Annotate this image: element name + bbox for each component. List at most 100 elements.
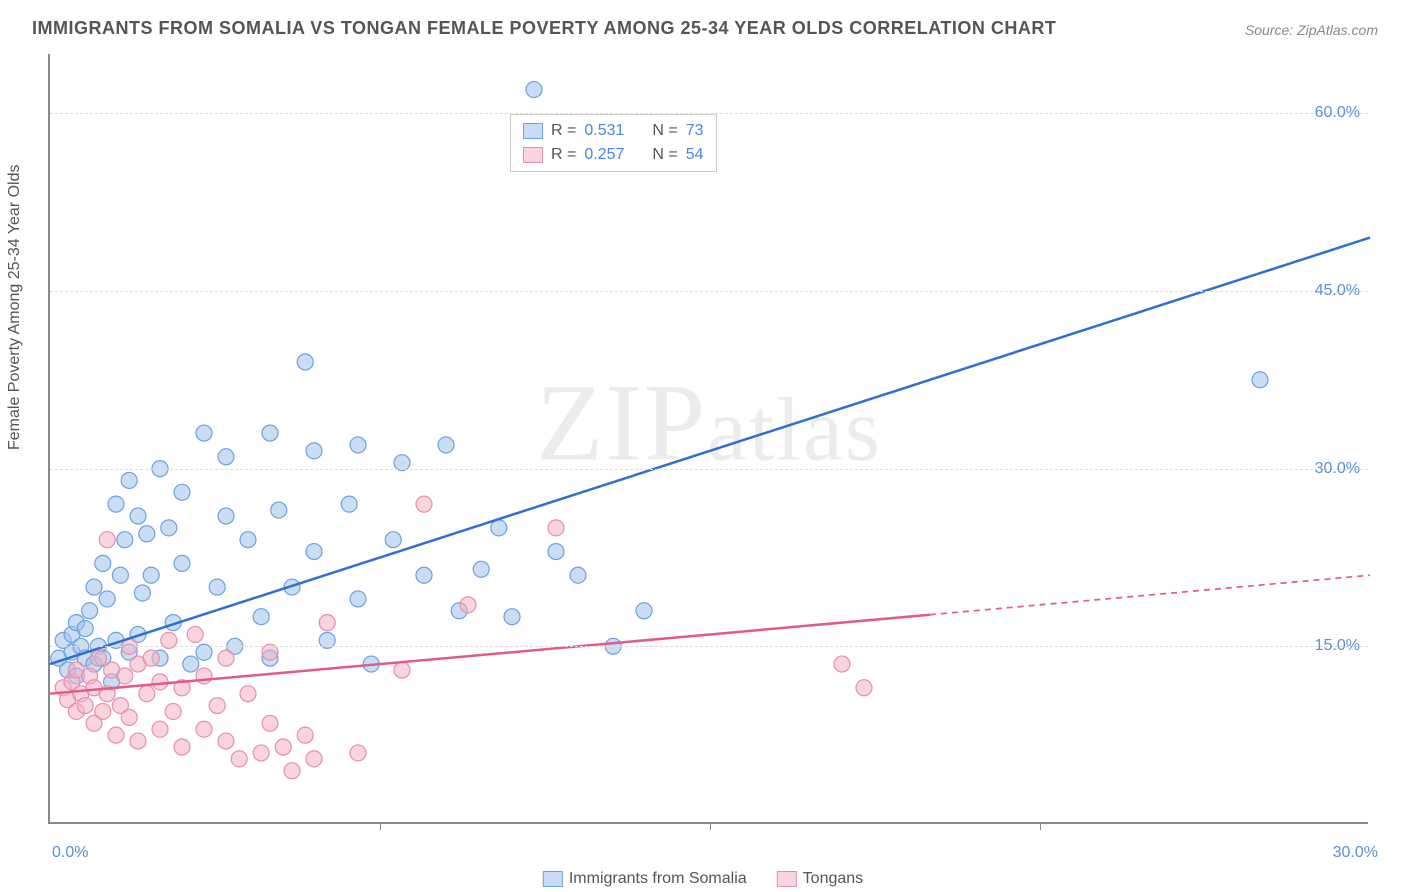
scatter-point: [95, 555, 111, 571]
scatter-point: [143, 567, 159, 583]
scatter-point: [209, 579, 225, 595]
scatter-point: [570, 567, 586, 583]
x-axis-min-label: 0.0%: [52, 844, 88, 862]
scatter-point: [139, 526, 155, 542]
scatter-point: [284, 763, 300, 779]
scatter-point: [90, 650, 106, 666]
plot-area: ZIPatlas R =0.531N =73R =0.257N =54 15.0…: [48, 54, 1368, 824]
n-value: 54: [686, 143, 704, 167]
gridline: [50, 646, 1368, 647]
scatter-point: [152, 674, 168, 690]
stats-row: R =0.531N =73: [523, 119, 704, 143]
r-label: R =: [551, 143, 576, 167]
scatter-point: [262, 425, 278, 441]
scatter-point: [218, 733, 234, 749]
scatter-point: [350, 745, 366, 761]
scatter-point: [438, 437, 454, 453]
scatter-point: [77, 621, 93, 637]
legend-item: Immigrants from Somalia: [543, 870, 747, 888]
scatter-point: [121, 472, 137, 488]
scatter-point: [473, 561, 489, 577]
scatter-point: [139, 686, 155, 702]
scatter-point: [187, 626, 203, 642]
scatter-point: [108, 727, 124, 743]
scatter-point: [218, 449, 234, 465]
scatter-point: [165, 703, 181, 719]
scatter-point: [174, 555, 190, 571]
scatter-point: [394, 662, 410, 678]
scatter-point: [77, 698, 93, 714]
scatter-point: [526, 82, 542, 98]
scatter-point: [416, 496, 432, 512]
scatter-point: [161, 520, 177, 536]
scatter-point: [262, 715, 278, 731]
x-tick: [1040, 822, 1041, 830]
trend-line: [50, 238, 1370, 664]
scatter-point: [99, 532, 115, 548]
scatter-point: [143, 650, 159, 666]
scatter-point: [231, 751, 247, 767]
scatter-point: [108, 496, 124, 512]
scatter-point: [350, 591, 366, 607]
scatter-point: [117, 668, 133, 684]
n-label: N =: [652, 143, 677, 167]
stats-box: R =0.531N =73R = 0.257 N = 54: [510, 114, 717, 172]
r-value: 0.531: [584, 119, 624, 143]
scatter-point: [117, 532, 133, 548]
scatter-point: [95, 703, 111, 719]
scatter-point: [856, 680, 872, 696]
scatter-point: [253, 745, 269, 761]
scatter-point: [297, 727, 313, 743]
scatter-point: [112, 567, 128, 583]
gridline: [50, 469, 1368, 470]
source-label: Source: ZipAtlas.com: [1245, 22, 1378, 38]
scatter-point: [350, 437, 366, 453]
scatter-point: [134, 585, 150, 601]
legend-label: Immigrants from Somalia: [569, 870, 747, 887]
scatter-point: [253, 609, 269, 625]
scatter-point: [1252, 372, 1268, 388]
trend-line-dashed: [930, 575, 1370, 614]
scatter-point: [240, 532, 256, 548]
x-axis-max-label: 30.0%: [1333, 844, 1378, 862]
x-tick: [710, 822, 711, 830]
scatter-point: [82, 603, 98, 619]
y-tick-label: 30.0%: [1315, 460, 1360, 478]
legend-swatch-icon: [523, 123, 543, 139]
scatter-point: [297, 354, 313, 370]
scatter-point: [240, 686, 256, 702]
y-axis-label: Female Poverty Among 25-34 Year Olds: [6, 165, 24, 451]
legend-label: Tongans: [803, 870, 864, 887]
x-tick: [380, 822, 381, 830]
gridline: [50, 291, 1368, 292]
scatter-point: [548, 520, 564, 536]
legend-swatch-icon: [777, 871, 797, 887]
scatter-point: [306, 443, 322, 459]
scatter-point: [385, 532, 401, 548]
scatter-point: [271, 502, 287, 518]
scatter-point: [548, 544, 564, 560]
scatter-point: [306, 544, 322, 560]
scatter-point: [174, 484, 190, 500]
r-value: 0.257: [584, 143, 624, 167]
scatter-point: [196, 425, 212, 441]
legend-item: Tongans: [777, 870, 864, 888]
scatter-point: [196, 721, 212, 737]
scatter-point: [416, 567, 432, 583]
scatter-point: [491, 520, 507, 536]
scatter-point: [121, 709, 137, 725]
y-tick-label: 60.0%: [1315, 104, 1360, 122]
scatter-point: [86, 579, 102, 595]
y-tick-label: 45.0%: [1315, 282, 1360, 300]
scatter-point: [152, 721, 168, 737]
trend-line: [50, 615, 930, 694]
scatter-point: [99, 591, 115, 607]
scatter-point: [460, 597, 476, 613]
chart-title: IMMIGRANTS FROM SOMALIA VS TONGAN FEMALE…: [32, 18, 1056, 39]
scatter-point: [341, 496, 357, 512]
y-tick-label: 15.0%: [1315, 637, 1360, 655]
scatter-point: [834, 656, 850, 672]
scatter-point: [174, 739, 190, 755]
scatter-point: [504, 609, 520, 625]
n-value: 73: [686, 119, 704, 143]
